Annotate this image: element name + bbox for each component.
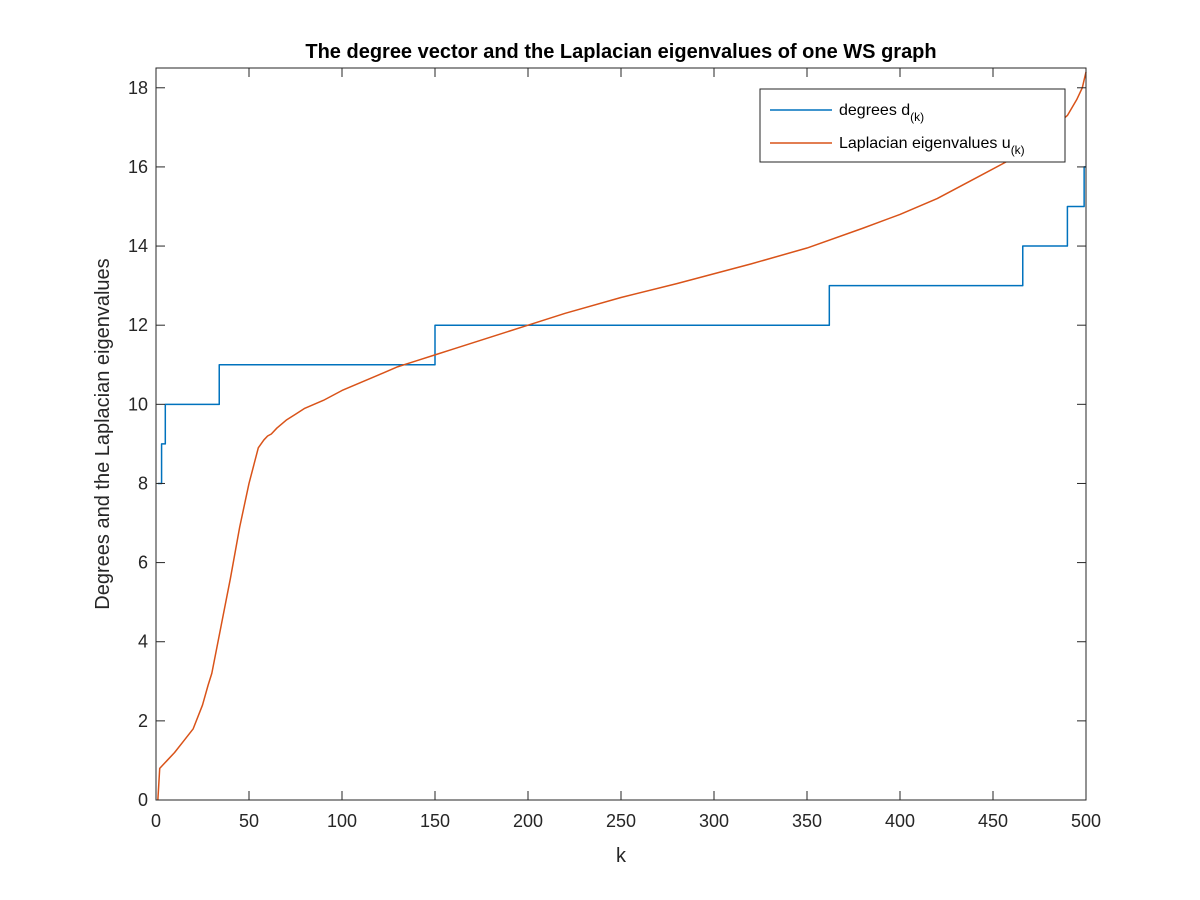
series-line-eigenvalues: [157, 71, 1087, 801]
y-tick-label: 8: [138, 473, 148, 493]
y-tick-label: 2: [138, 711, 148, 731]
legend-label-degrees-main: degrees d: [839, 102, 910, 119]
x-tick-label: 350: [792, 811, 822, 831]
y-tick-label: 10: [128, 394, 148, 414]
ticks-layer: 0 50 100 150 200 250 300 350 400 450 500 0 2 4 6 8 10 12 1…: [128, 68, 1101, 831]
x-tick-label: 100: [327, 811, 357, 831]
y-tick-label: 0: [138, 790, 148, 810]
chart-title: The degree vector and the Laplacian eige…: [305, 41, 936, 63]
y-tick-label: 16: [128, 157, 148, 177]
y-tick-label: 4: [138, 632, 148, 652]
x-tick-label: 250: [606, 811, 636, 831]
plot-background: [156, 68, 1086, 800]
x-tick-label: 0: [151, 811, 161, 831]
legend-label-eigenvalues-main: Laplacian eigenvalues u: [839, 135, 1011, 152]
x-axis-label: k: [616, 845, 627, 867]
legend-label-degrees: degrees d(k): [839, 102, 924, 124]
legend-box: [759, 88, 1066, 163]
y-tick-label: 6: [138, 553, 148, 573]
y-tick-label: 14: [128, 236, 148, 256]
y-axis-label: Degrees and the Laplacian eigenvalues: [92, 258, 114, 609]
legend-label-eigenvalues-subscript: (k): [1011, 143, 1025, 157]
x-tick-label: 50: [239, 811, 259, 831]
x-tick-label: 150: [420, 811, 450, 831]
y-tick-label: 18: [128, 78, 148, 98]
x-tick-label: 450: [978, 811, 1008, 831]
series-line-degrees: [157, 166, 1086, 485]
y-tick-label: 12: [128, 315, 148, 335]
x-tick-label: 300: [699, 811, 729, 831]
legend-label-eigenvalues: Laplacian eigenvalues u(k): [839, 135, 1025, 157]
x-tick-label: 200: [513, 811, 543, 831]
x-tick-label: 400: [885, 811, 915, 831]
series-layer: [157, 71, 1087, 801]
x-tick-label: 500: [1071, 811, 1101, 831]
legend-label-degrees-subscript: (k): [910, 110, 924, 124]
legend: degrees d(k) Laplacian eigenvalues u(k): [759, 88, 1066, 163]
